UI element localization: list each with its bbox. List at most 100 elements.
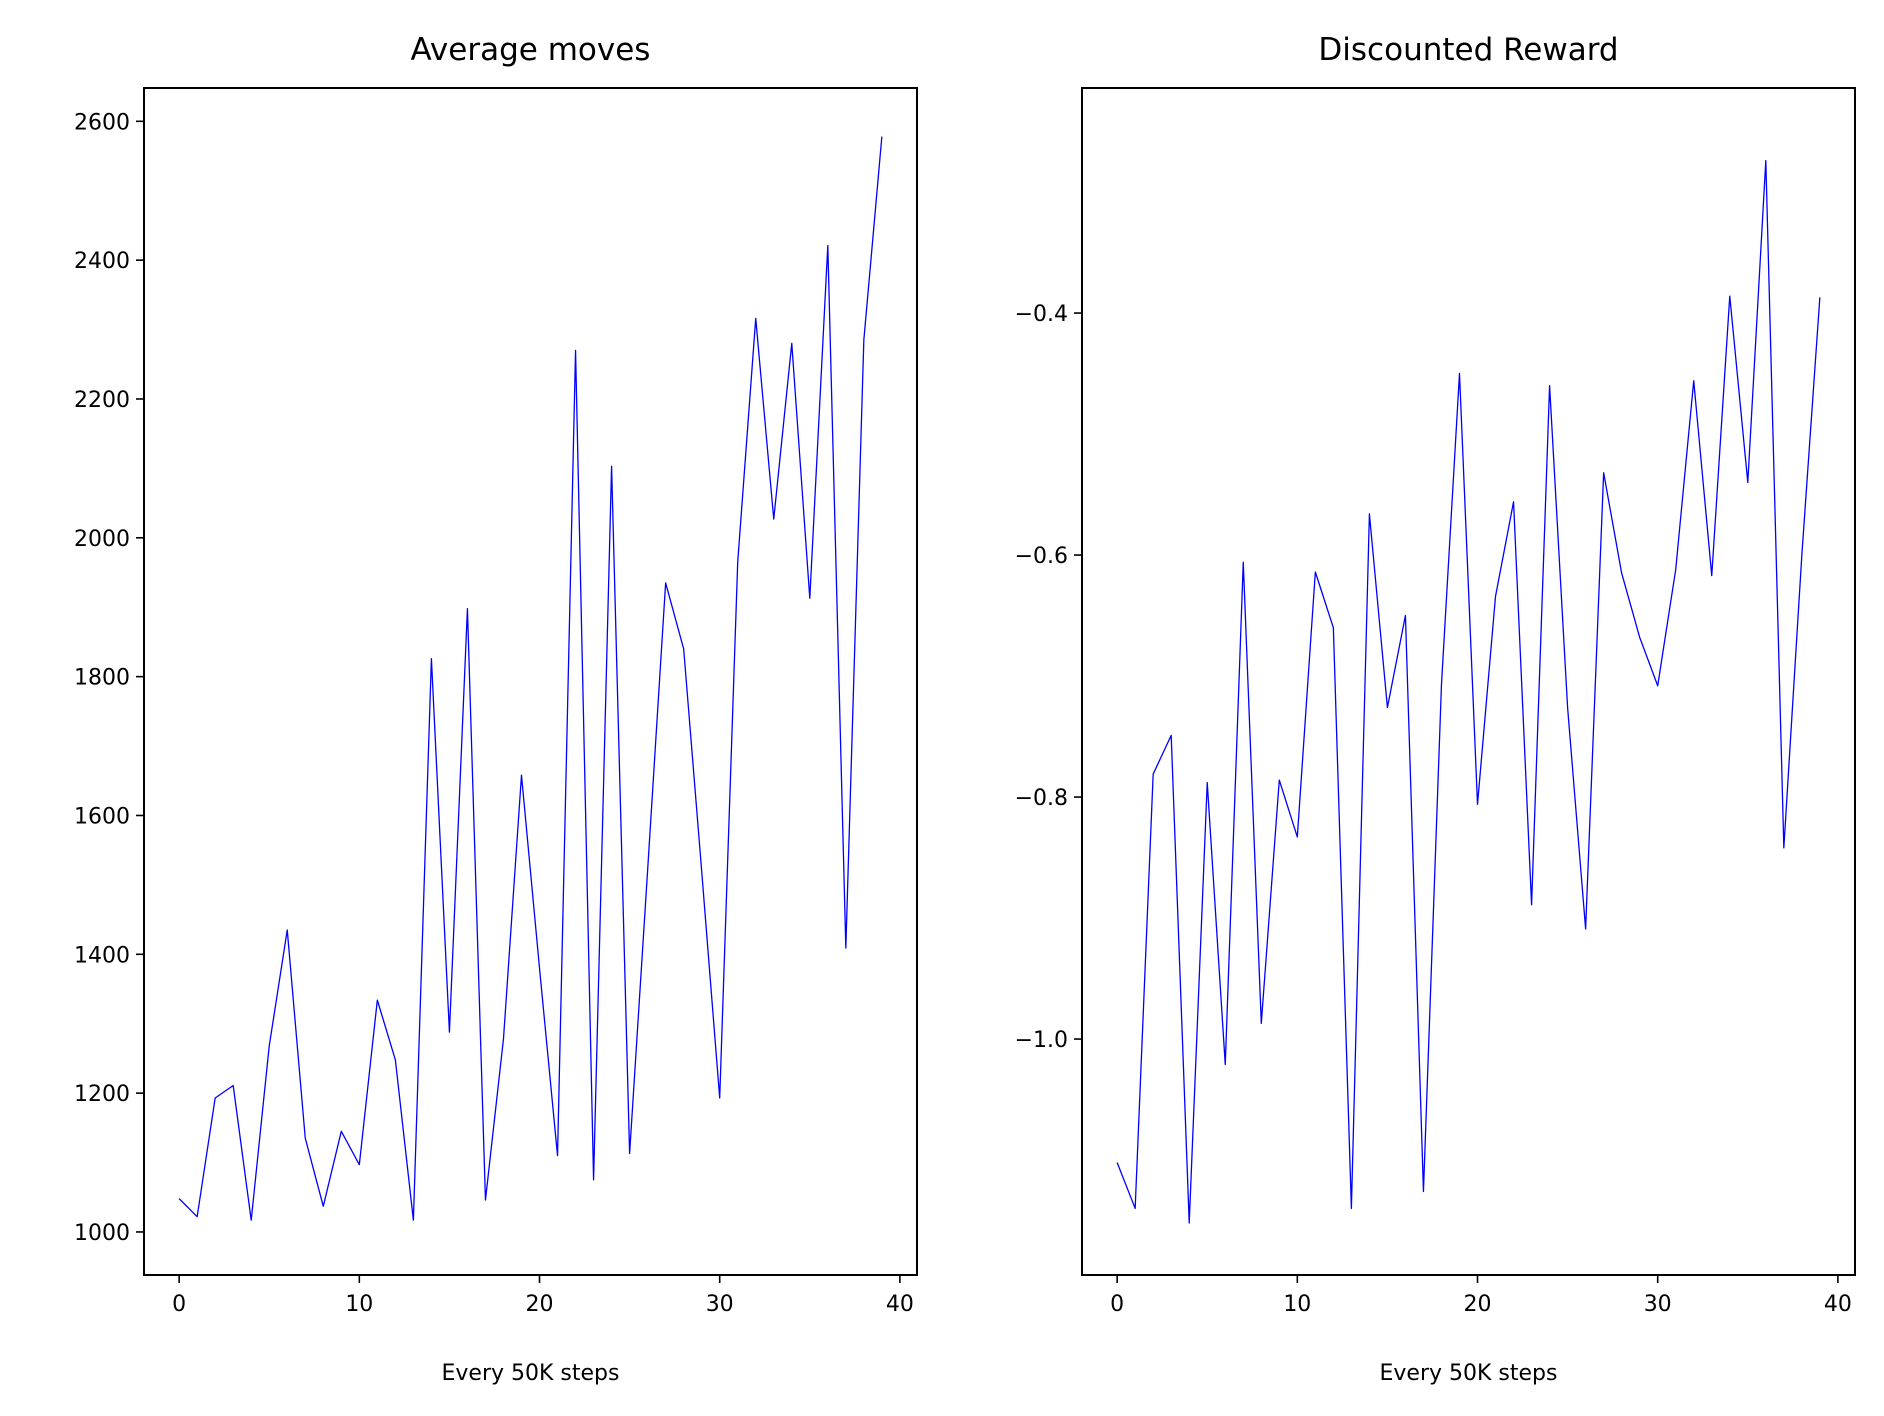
data-point: [413, 1220, 414, 1221]
data-point: [1729, 296, 1730, 297]
y-tick-label: 2200: [74, 388, 130, 413]
data-point: [683, 648, 684, 649]
data-point: [305, 1138, 306, 1139]
x-ticks-average-moves: 0 10 20 30 40: [172, 1275, 914, 1317]
y-tick-label: 1200: [74, 1082, 130, 1107]
data-point: [1477, 804, 1478, 805]
x-tick-label: 0: [172, 1292, 186, 1317]
data-point: [827, 245, 828, 246]
panel-discounted-reward: Discounted Reward 0 10 20 30 40 −1.0 −0.8 −0.6…: [1015, 32, 1856, 1386]
data-point: [1441, 684, 1442, 685]
y-tick-label: 2400: [74, 249, 130, 274]
data-point: [467, 608, 468, 609]
data-point: [1531, 904, 1532, 905]
data-point: [1297, 836, 1298, 837]
axes-frame-average-moves: [143, 87, 918, 1276]
x-tick-label: 20: [1464, 1292, 1492, 1317]
data-point: [521, 775, 522, 776]
data-point: [593, 1179, 594, 1180]
data-point: [1567, 707, 1568, 708]
data-point: [1585, 928, 1586, 929]
y-ticks-average-moves: 1000 1200 1400 1600 1800 2000 2200 2400 2600: [74, 110, 144, 1246]
data-point: [197, 1216, 198, 1217]
y-tick-label: 2600: [74, 110, 130, 135]
data-point: [1207, 782, 1208, 783]
data-point: [845, 947, 846, 948]
data-point: [611, 466, 612, 467]
data-point: [1819, 297, 1820, 298]
data-point: [629, 1153, 630, 1154]
data-point: [233, 1085, 234, 1086]
data-point: [1135, 1208, 1136, 1209]
data-point: [1513, 501, 1514, 502]
data-point: [701, 870, 702, 871]
data-point: [1747, 482, 1748, 483]
data-point: [269, 1045, 270, 1046]
y-tick-label: −0.6: [1015, 544, 1068, 569]
panel-average-moves: Average moves 0 10 20 30 40 1000 1200 1400 1600…: [74, 32, 918, 1386]
data-point: [485, 1199, 486, 1200]
data-point: [1243, 562, 1244, 563]
data-point: [215, 1097, 216, 1098]
data-point: [1117, 1162, 1118, 1163]
data-point: [377, 1000, 378, 1001]
data-point: [1783, 847, 1784, 848]
data-point: [1621, 573, 1622, 574]
data-point: [1801, 554, 1802, 555]
x-axis-label-discounted-reward: Every 50K steps: [1380, 1361, 1558, 1386]
x-tick-label: 30: [706, 1292, 734, 1317]
plot-area-average-moves: [144, 88, 917, 1275]
x-tick-label: 40: [886, 1292, 914, 1317]
y-tick-label: 1400: [74, 943, 130, 968]
data-point: [737, 562, 738, 563]
data-point: [287, 929, 288, 930]
y-tick-label: 1800: [74, 666, 130, 691]
data-point: [1279, 780, 1280, 781]
data-point: [1405, 615, 1406, 616]
data-point: [1549, 385, 1550, 386]
data-point: [1225, 1064, 1226, 1065]
data-point: [1657, 685, 1658, 686]
data-point: [431, 658, 432, 659]
x-axis-label-average-moves: Every 50K steps: [442, 1361, 620, 1386]
data-point: [881, 136, 882, 137]
x-tick-label: 0: [1110, 1292, 1124, 1317]
data-point: [1459, 373, 1460, 374]
data-point: [665, 582, 666, 583]
y-tick-label: 2000: [74, 527, 130, 552]
x-ticks-discounted-reward: 0 10 20 30 40: [1110, 1275, 1852, 1317]
data-point: [1765, 160, 1766, 161]
plot-area-discounted-reward: [1082, 88, 1855, 1275]
data-point: [449, 1031, 450, 1032]
data-point: [863, 339, 864, 340]
y-tick-label: 1000: [74, 1221, 130, 1246]
data-point: [1369, 513, 1370, 514]
y-ticks-discounted-reward: −1.0 −0.8 −0.6 −0.4: [1015, 302, 1082, 1053]
data-point: [395, 1059, 396, 1060]
data-point: [1639, 637, 1640, 638]
data-point: [1603, 472, 1604, 473]
data-point: [719, 1097, 720, 1098]
y-tick-label: −0.8: [1015, 786, 1068, 811]
data-point: [1675, 569, 1676, 570]
y-tick-label: −1.0: [1015, 1028, 1068, 1053]
y-tick-label: −0.4: [1015, 302, 1068, 327]
data-point: [1495, 596, 1496, 597]
data-point: [251, 1220, 252, 1221]
chart-title-discounted-reward: Discounted Reward: [1318, 32, 1618, 68]
data-point: [341, 1131, 342, 1132]
data-point: [1387, 707, 1388, 708]
data-point: [1351, 1208, 1352, 1209]
x-tick-label: 10: [345, 1292, 373, 1317]
data-point: [755, 318, 756, 319]
series-line-average-moves: [178, 136, 883, 1221]
data-point: [1261, 1023, 1262, 1024]
data-point: [503, 1038, 504, 1039]
data-point: [1711, 575, 1712, 576]
data-point: [1189, 1222, 1190, 1223]
series-line-discounted-reward: [1116, 159, 1821, 1224]
data-point: [773, 518, 774, 519]
data-point: [1333, 627, 1334, 628]
data-point: [539, 968, 540, 969]
